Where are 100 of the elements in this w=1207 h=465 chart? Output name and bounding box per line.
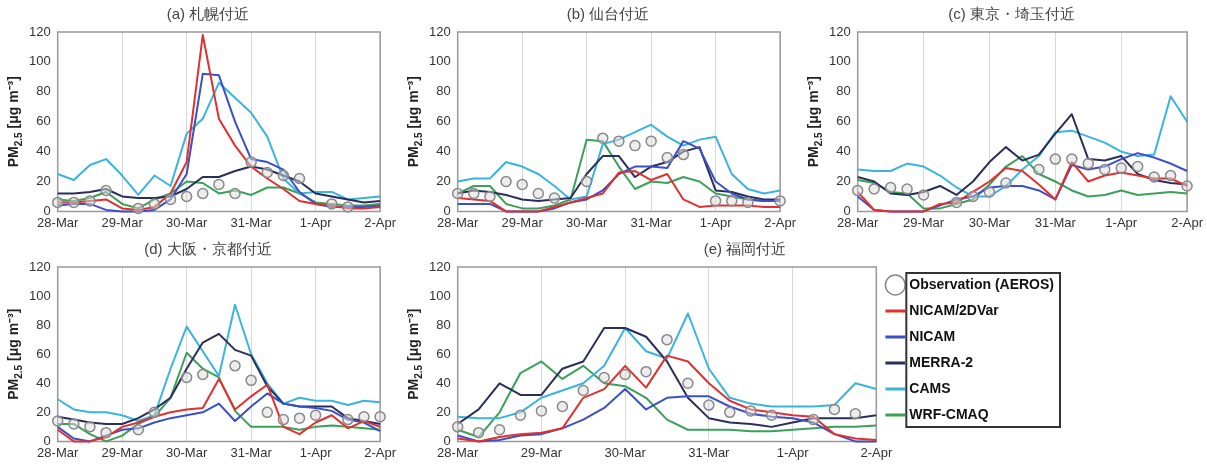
y-tick-label: 120 [428, 23, 451, 39]
point [1148, 171, 1160, 183]
point [849, 408, 862, 420]
point [309, 409, 322, 421]
y-tick-label: 60 [436, 113, 451, 129]
point [556, 400, 569, 413]
point [261, 406, 274, 419]
y-tick-label: 40 [836, 143, 851, 159]
y-tick-label: 60 [436, 345, 451, 361]
y-tick-label: 40 [436, 143, 451, 159]
point [132, 424, 145, 436]
point [619, 368, 631, 381]
point [828, 403, 841, 416]
point [682, 377, 694, 390]
point [884, 181, 897, 194]
y-axis-title: PM2.5 [μg m⁻³] [404, 308, 424, 400]
point [500, 175, 512, 188]
point [765, 409, 778, 421]
x-tick-label: 29-Mar [902, 214, 945, 230]
point [950, 196, 963, 209]
point [1000, 177, 1012, 189]
x-tick-label: 1-Apr [776, 444, 810, 460]
legend-label: Observation (AEROS) [909, 275, 1055, 292]
point [1115, 162, 1127, 174]
point [1181, 180, 1193, 192]
x-tick-label: 2-Apr [860, 444, 893, 460]
point [51, 415, 64, 427]
point [451, 421, 464, 433]
legend-label: NICAM [909, 327, 956, 344]
point [68, 196, 80, 209]
point [493, 424, 506, 436]
legend-label: NICAM/2DVar [909, 301, 1000, 318]
point [677, 148, 690, 161]
point [640, 365, 652, 378]
point [484, 190, 496, 203]
y-tick-label: 60 [836, 113, 851, 129]
point [342, 413, 354, 426]
point [580, 175, 593, 188]
point [807, 413, 820, 426]
point [180, 371, 193, 384]
point [468, 187, 480, 200]
chart-title: (d) 大阪・京都付近 [144, 240, 272, 258]
point [645, 135, 657, 147]
legend-label: MERRA-2 [909, 353, 974, 370]
y-tick-label: 60 [36, 345, 51, 361]
point [629, 139, 641, 152]
point [851, 184, 864, 197]
y-axis-title: PM2.5 [μg m⁻³] [4, 76, 24, 168]
point [917, 189, 930, 201]
y-tick-label: 100 [428, 53, 451, 69]
point [1131, 160, 1144, 173]
point [532, 187, 545, 200]
point [613, 135, 625, 147]
point [245, 156, 257, 168]
point [774, 195, 786, 207]
point [1066, 153, 1078, 165]
point [1099, 163, 1111, 176]
y-tick-label: 120 [828, 23, 851, 39]
point [516, 178, 528, 191]
point [983, 186, 996, 198]
point [358, 410, 370, 423]
legend-label: WRF-CMAQ [909, 405, 989, 422]
x-tick-label: 2-Apr [1171, 214, 1204, 230]
y-axis-title: PM2.5 [μg m⁻³] [404, 76, 424, 168]
point [277, 169, 290, 182]
point [132, 202, 145, 215]
point [1082, 157, 1095, 170]
point [84, 421, 96, 433]
x-tick-label: 31-Mar [688, 444, 731, 460]
x-tick-label: 1-Apr [699, 214, 733, 230]
point [180, 190, 193, 203]
point [100, 426, 112, 439]
x-tick-label: 30-Mar [566, 214, 608, 230]
y-tick-label: 100 [28, 53, 51, 69]
x-tick-label: 30-Mar [166, 214, 208, 230]
y-tick-label: 60 [36, 113, 51, 129]
point [213, 178, 225, 191]
x-tick-label: 30-Mar [968, 214, 1011, 230]
x-tick-label: 31-Mar [1034, 214, 1077, 230]
x-tick-label: 1-Apr [299, 214, 333, 230]
x-tick-label: 2-Apr [364, 214, 397, 230]
x-tick-label: 29-Mar [520, 444, 563, 460]
point [1164, 169, 1177, 182]
y-tick-label: 80 [36, 316, 51, 332]
point [868, 183, 880, 195]
point [100, 184, 112, 197]
point [293, 172, 306, 185]
point [374, 410, 386, 423]
x-tick-label: 1-Apr [1105, 214, 1138, 230]
point [967, 190, 979, 203]
point [84, 195, 96, 207]
x-tick-label: 30-Mar [166, 444, 208, 460]
point [597, 132, 609, 144]
y-tick-label: 20 [36, 173, 51, 189]
point [709, 195, 722, 207]
point [261, 166, 274, 179]
y-tick-label: 40 [436, 374, 451, 390]
point [577, 384, 590, 397]
point [229, 360, 241, 372]
y-tick-label: 20 [436, 173, 451, 189]
